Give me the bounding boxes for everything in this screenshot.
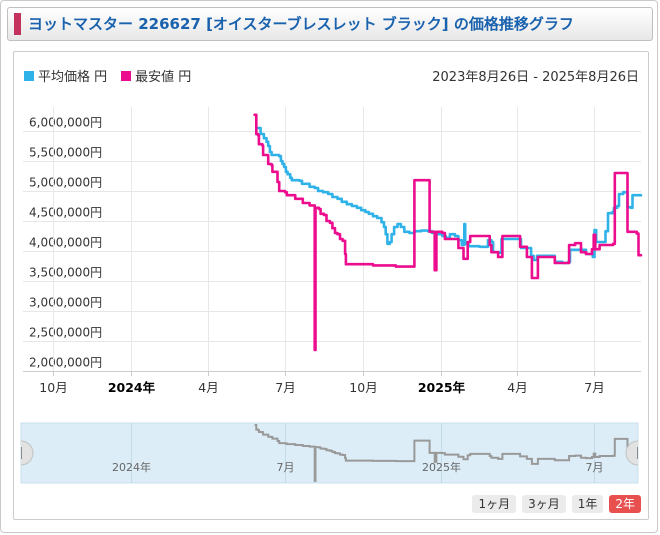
navigator-mini-line bbox=[254, 424, 638, 482]
svg-text:2,000,000円: 2,000,000円 bbox=[29, 356, 102, 370]
svg-text:4月: 4月 bbox=[507, 380, 527, 395]
svg-text:10月: 10月 bbox=[39, 380, 67, 395]
legend-item-minimum[interactable]: 最安値 円 bbox=[121, 66, 191, 85]
range-button-1ヶ月[interactable]: 1ヶ月 bbox=[472, 495, 517, 513]
svg-text:4,500,000円: 4,500,000円 bbox=[29, 206, 102, 220]
legend-swatch-minimum bbox=[121, 70, 132, 81]
range-button-2年[interactable]: 2年 bbox=[609, 495, 641, 513]
svg-text:2025年: 2025年 bbox=[422, 460, 461, 474]
svg-text:7月: 7月 bbox=[586, 461, 604, 474]
legend-swatch-average bbox=[24, 70, 34, 81]
legend-label-average: 平均価格 円 bbox=[38, 70, 108, 85]
date-range-label: 2023年8月26日 - 2025年8月26日 bbox=[432, 70, 639, 85]
title-accent-bar bbox=[14, 13, 21, 35]
legend-item-average[interactable]: 平均価格 円 bbox=[24, 66, 107, 85]
range-selector: 1ヶ月 3ヶ月 1年 2年 bbox=[472, 495, 641, 513]
navigator-handle-left[interactable] bbox=[14, 440, 34, 466]
svg-text:5,500,000円: 5,500,000円 bbox=[29, 146, 102, 160]
price-history-chart: 6,000,000円 5,500,000円 5,000,000円 4,500,000円… bbox=[14, 107, 648, 484]
svg-text:4,000,000円: 4,000,000円 bbox=[29, 236, 102, 250]
y-grid: 6,000,000円 5,500,000円 5,000,000円 4,500,000円… bbox=[23, 116, 641, 372]
chart-panel: 平均価格 円 最安値 円 2023年8月26日 - 2025年8月26日 6,00… bbox=[13, 51, 649, 520]
svg-text:2024年: 2024年 bbox=[112, 460, 151, 474]
svg-text:6,000,000円: 6,000,000円 bbox=[29, 116, 102, 130]
svg-text:2025年: 2025年 bbox=[418, 380, 466, 395]
svg-text:4月: 4月 bbox=[198, 380, 218, 395]
svg-text:2024年: 2024年 bbox=[108, 380, 156, 395]
range-button-3ヶ月[interactable]: 3ヶ月 bbox=[522, 495, 566, 513]
navigator[interactable]: 2024年 7月 2025年 7月 bbox=[14, 422, 648, 484]
range-button-1年[interactable]: 1年 bbox=[571, 495, 604, 513]
svg-text:7月: 7月 bbox=[584, 380, 604, 395]
legend-label-minimum: 最安値 円 bbox=[135, 70, 192, 85]
svg-text:3,000,000円: 3,000,000円 bbox=[29, 296, 102, 310]
svg-text:7月: 7月 bbox=[275, 380, 295, 395]
svg-text:3,500,000円: 3,500,000円 bbox=[29, 266, 102, 280]
navigator-handle-right[interactable] bbox=[625, 440, 648, 466]
svg-text:10月: 10月 bbox=[349, 380, 377, 395]
header-bar: ヨットマスター 226627 [オイスターブレスレット ブラック] の価格推移グ… bbox=[7, 7, 653, 41]
chart-legend: 平均価格 円 最安値 円 bbox=[24, 66, 191, 85]
svg-text:5,000,000円: 5,000,000円 bbox=[29, 176, 102, 190]
svg-text:2,500,000円: 2,500,000円 bbox=[29, 326, 102, 340]
x-grid: 10月 2024年 4月 7月 10月 2025年 4月 7月 bbox=[39, 107, 605, 395]
svg-text:7月: 7月 bbox=[277, 461, 295, 474]
series-minimum-line bbox=[253, 113, 643, 352]
page-title: ヨットマスター 226627 [オイスターブレスレット ブラック] の価格推移グ… bbox=[28, 15, 574, 33]
